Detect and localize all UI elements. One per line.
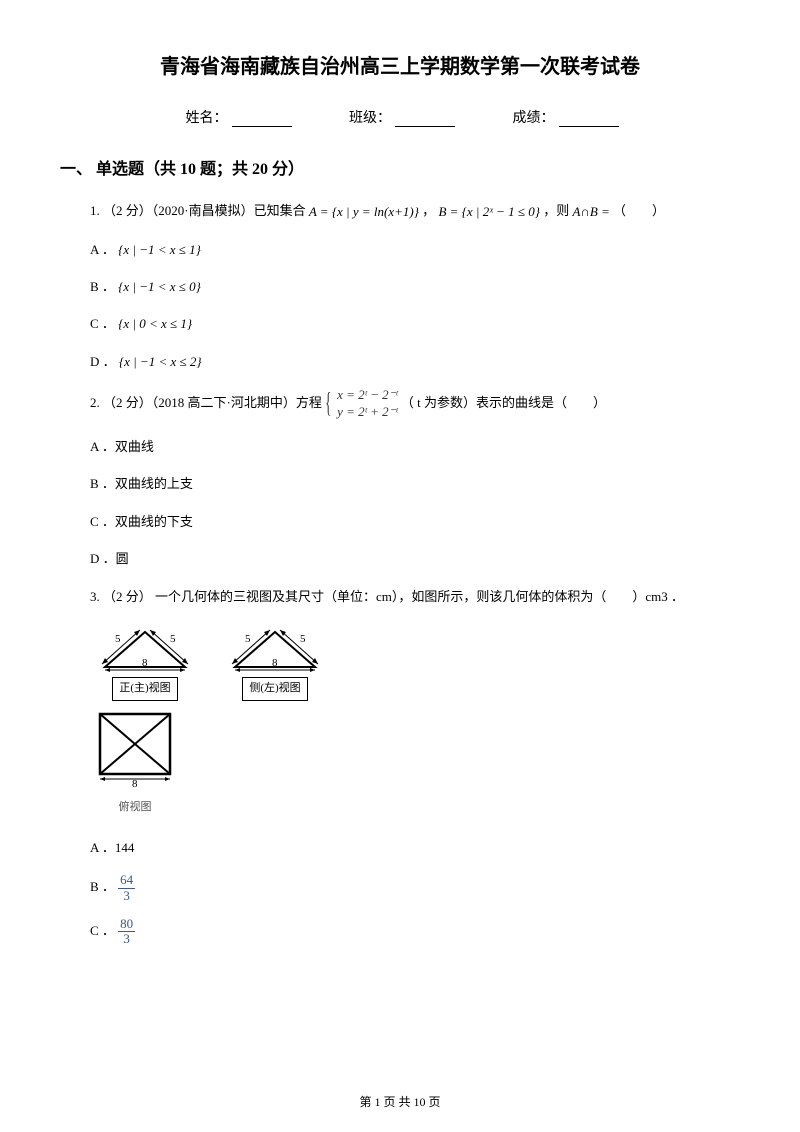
q3-optB-label: B ． [90,879,115,894]
question-1: 1. （2 分）（2020·南昌模拟）已知集合 A = {x | y = ln(… [90,199,740,373]
q1-optD-label: D ． [90,354,116,369]
side-view-figure: 5 5 8 侧(左)视图 [220,622,330,703]
q1-set-a: A = {x | y = ln(x+1)} [309,200,419,223]
q3-option-b[interactable]: B ． 64 3 [90,873,740,903]
q1-mid: ， [422,203,438,218]
q1-intersect: A∩B = [572,200,609,223]
q3-optC-num: 80 [118,917,135,932]
q1-optC-label: C ． [90,316,115,331]
q2-option-b[interactable]: B ．双曲线的上支 [90,472,740,495]
exam-title: 青海省海南藏族自治州高三上学期数学第一次联考试卷 [60,50,740,79]
q1-paren: （ ） [613,203,665,218]
class-blank[interactable] [395,113,455,127]
q1-prefix: 1. （2 分）（2020·南昌模拟）已知集合 [90,203,309,218]
q3-optB-den: 3 [118,889,135,903]
q3-stem: 3. （2 分） 一个几何体的三视图及其尺寸（单位：cm），如图所示，则该几何体… [90,585,740,608]
class-label: 班级： [349,111,391,126]
front-view-figure: 5 5 8 正(主)视图 [90,622,200,703]
tri-dim-5l: 5 [115,633,121,645]
q2-piecewise: x = 2ᵗ − 2⁻ᵗ y = 2ᵗ + 2⁻ᵗ [325,387,398,421]
score-blank[interactable] [559,113,619,127]
q1-suffix: ，则 [543,203,572,218]
q2-eq2: y = 2ᵗ + 2⁻ᵗ [337,404,398,421]
q2-stem: 2. （2 分）（2018 高二下·河北期中）方程 x = 2ᵗ − 2⁻ᵗ y… [90,387,740,421]
side-view-label: 侧(左)视图 [242,677,307,701]
q3-option-a[interactable]: A ．144 [90,836,740,859]
q2-option-c[interactable]: C ．双曲线的下支 [90,510,740,533]
q2-option-d[interactable]: D ．圆 [90,547,740,570]
q1-option-d[interactable]: D ． {x | −1 < x ≤ 2} [90,350,740,373]
q1-stem: 1. （2 分）（2020·南昌模拟）已知集合 A = {x | y = ln(… [90,199,740,224]
svg-text:8: 8 [132,778,138,789]
q3-figure: 5 5 8 正(主)视图 5 [90,622,740,818]
q1-optC-math: {x | 0 < x ≤ 1} [118,316,192,331]
q1-optB-label: B ． [90,279,115,294]
svg-text:5: 5 [170,633,176,645]
name-blank[interactable] [232,113,292,127]
q1-set-b: B = {x | 2ˣ − 1 ≤ 0} [438,200,540,223]
score-label: 成绩： [513,111,555,126]
triangle-side-svg: 5 5 8 [220,622,330,677]
q1-option-b[interactable]: B ． {x | −1 < x ≤ 0} [90,275,740,298]
q3-optB-frac: 64 3 [118,873,135,903]
top-view-figure: 8 俯视图 [90,709,180,818]
q1-optA-label: A ． [90,242,115,257]
q2-eq1: x = 2ᵗ − 2⁻ᵗ [337,387,398,404]
q1-option-c[interactable]: C ． {x | 0 < x ≤ 1} [90,312,740,335]
svg-text:8: 8 [272,657,278,669]
section-header: 一、 单选题（共 10 题；共 20 分） [60,155,740,179]
name-label: 姓名： [186,111,228,126]
q2-suffix: （ t 为参数）表示的曲线是（ ） [401,395,606,410]
q2-prefix: 2. （2 分）（2018 高二下·河北期中）方程 [90,395,325,410]
svg-text:5: 5 [300,633,306,645]
q3-optB-num: 64 [118,873,135,888]
q2-option-a[interactable]: A ．双曲线 [90,435,740,458]
top-view-label: 俯视图 [90,798,180,818]
q1-option-a[interactable]: A ． {x | −1 < x ≤ 1} [90,238,740,261]
svg-text:8: 8 [142,657,148,669]
question-2: 2. （2 分）（2018 高二下·河北期中）方程 x = 2ᵗ − 2⁻ᵗ y… [90,387,740,570]
square-top-svg: 8 [90,709,180,789]
q1-optA-math: {x | −1 < x ≤ 1} [118,242,201,257]
q3-optC-den: 3 [118,932,135,946]
student-info-row: 姓名： 班级： 成绩： [60,107,740,127]
svg-text:5: 5 [245,633,251,645]
triangle-front-svg: 5 5 8 [90,622,200,677]
q1-optB-math: {x | −1 < x ≤ 0} [118,279,201,294]
q1-optD-math: {x | −1 < x ≤ 2} [119,354,202,369]
page-footer: 第 1 页 共 10 页 [0,1093,800,1110]
q3-optC-frac: 80 3 [118,917,135,947]
question-3: 3. （2 分） 一个几何体的三视图及其尺寸（单位：cm），如图所示，则该几何体… [90,585,740,947]
front-view-label: 正(主)视图 [112,677,177,701]
q3-option-c[interactable]: C ． 80 3 [90,917,740,947]
q3-optC-label: C ． [90,923,115,938]
